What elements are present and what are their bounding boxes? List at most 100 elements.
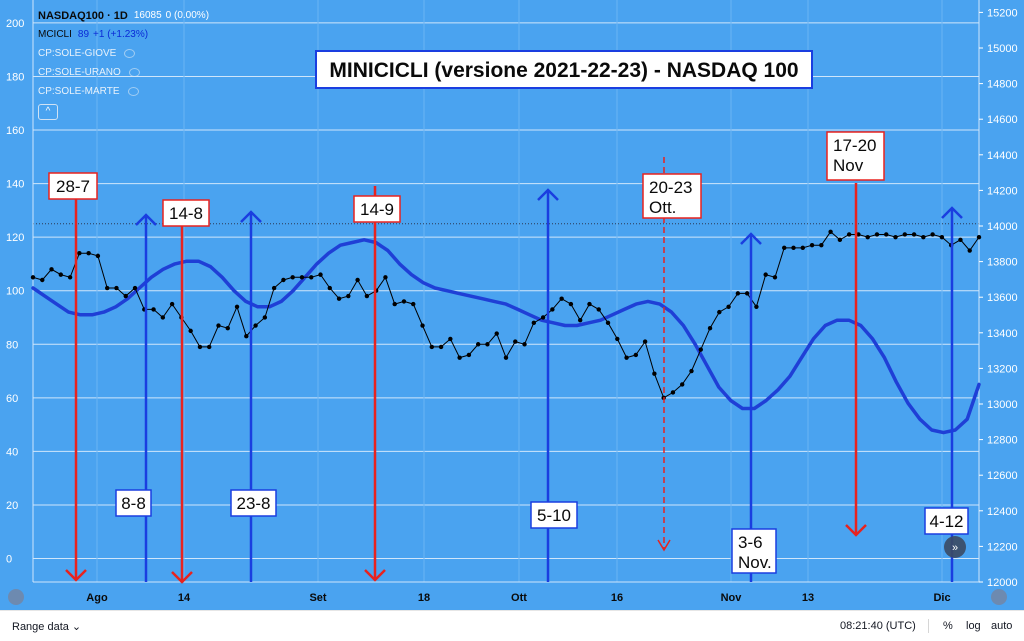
nasdaq-data-point (577, 317, 583, 323)
annotation-label-text: Ott. (649, 198, 676, 217)
nasdaq-data-point (475, 342, 481, 347)
x-axis-tick-label: 18 (418, 592, 430, 604)
nasdaq-data-point (791, 245, 796, 251)
nasdaq-data-point (160, 315, 166, 320)
left-axis-tick-label: 20 (6, 500, 18, 512)
annotation-label-text: Nov. (738, 553, 772, 572)
change-value: 0 (0.00%) (165, 10, 210, 21)
nasdaq-data-point (77, 251, 82, 256)
legend-overlay-row[interactable]: CP:SOLE-URANO (38, 63, 209, 82)
nasdaq-data-point (58, 272, 64, 277)
annotation-label-text: 20-23 (649, 178, 692, 197)
nasdaq-data-point (921, 234, 926, 240)
left-axis-tick-label: 0 (6, 554, 12, 566)
legend-symbol-row[interactable]: NASDAQ100 · 1D 16085 0 (0.00%) (38, 6, 209, 25)
annotation-arrowhead (364, 569, 386, 582)
chart-plot: 0 20 40 60 80 100 120 140 160 180 200 Ago 14 Set 18 Ott… (0, 0, 1024, 610)
annotation-label-text: 17-20 (833, 136, 876, 155)
percent-toggle[interactable]: % (943, 620, 953, 632)
collapse-legend-button[interactable]: ^ (38, 104, 58, 120)
axes: 0 20 40 60 80 100 120 140 160 180 200 Ago 14 Set 18 Ott… (6, 0, 1018, 604)
nasdaq-data-point (457, 355, 462, 360)
nasdaq-data-point (355, 277, 360, 283)
nasdaq-data-point (244, 334, 249, 339)
nasdaq-data-point (782, 245, 787, 251)
nasdaq-data-point (318, 272, 323, 277)
x-axis-tick-label: Dic (933, 592, 950, 604)
right-axis-tick-label: 14800 (987, 79, 1018, 91)
nasdaq-data-point (939, 234, 945, 240)
annotation-label-text: 3-6 (738, 533, 763, 552)
scroll-right-icon (944, 536, 966, 558)
nasdaq-data-point (819, 242, 824, 248)
right-axis-tick-label: 12600 (987, 470, 1018, 482)
nasdaq-data-point (596, 307, 601, 312)
annotation-arrowhead (135, 213, 157, 226)
nasdaq-data-point (225, 325, 230, 331)
nasdaq-data-point (309, 275, 314, 280)
left-axis-tick-label: 100 (6, 286, 24, 298)
indicator-change: +1 (+1.23%) (93, 29, 149, 40)
nasdaq-data-point (605, 320, 611, 326)
nasdaq-data-point (123, 293, 128, 299)
nasdaq-data-point (800, 245, 805, 251)
chart-title: MINICICLI (versione 2021-22-23) - NASDAQ… (329, 59, 798, 82)
nasdaq-data-point (568, 301, 574, 307)
nasdaq-data-point (540, 315, 546, 320)
nasdaq-data-point (652, 371, 657, 376)
eye-icon[interactable] (124, 49, 136, 58)
nasdaq-data-point (763, 272, 768, 277)
x-axis-tick-label: Ago (86, 592, 108, 604)
legend: NASDAQ100 · 1D 16085 0 (0.00%) MCICLI 89… (38, 6, 209, 120)
nasdaq-data-point (169, 301, 175, 307)
legend-overlay-row[interactable]: CP:SOLE-GIOVE (38, 44, 209, 63)
nasdaq-data-point (420, 323, 425, 328)
nasdaq-data-point (438, 344, 444, 350)
x-axis-tick-label: Set (309, 592, 326, 604)
ui-layer: » (8, 536, 1007, 605)
eye-icon[interactable] (128, 68, 140, 77)
nasdaq-data-point (587, 301, 592, 307)
nasdaq-data-point (253, 323, 258, 328)
annotation-label-box (924, 507, 969, 535)
nasdaq-data-point (615, 336, 620, 342)
nasdaq-data-point (429, 344, 435, 350)
x-axis-tick-label: 14 (178, 592, 191, 604)
nasdaq-data-point (503, 355, 509, 360)
nasdaq-data-point (151, 307, 156, 312)
nasdaq-data-point (383, 275, 388, 280)
nasdaq-data-point (846, 232, 852, 237)
eye-icon[interactable] (127, 87, 139, 96)
auto-toggle[interactable]: auto (991, 620, 1013, 632)
right-axis-tick-label: 14600 (987, 114, 1018, 126)
x-axis-tick-label: 13 (802, 592, 814, 604)
last-value: 16085 (133, 10, 162, 21)
nasdaq-data-point (698, 347, 703, 352)
nasdaq-data-point (485, 342, 490, 347)
annotation-arrowhead (845, 524, 867, 537)
nasdaq-data-point (874, 232, 880, 237)
log-toggle[interactable]: log (966, 620, 981, 632)
indicator-value: 89 (77, 29, 90, 40)
annotation-label-box (826, 131, 885, 181)
settings-icon-left (8, 589, 24, 605)
annotation-arrowhead (740, 232, 762, 245)
annotation-label-text: 14-8 (169, 204, 203, 223)
nasdaq-data-point (772, 275, 778, 280)
annotation-arrowhead (240, 210, 262, 223)
nasdaq-data-point (104, 285, 110, 291)
right-axis-tick-label: 12000 (987, 577, 1018, 589)
nasdaq-data-point (550, 307, 555, 312)
right-axis-tick-label: 12400 (987, 506, 1018, 518)
left-axis-tick-label: 40 (6, 446, 18, 458)
left-axis-tick-label: 60 (6, 393, 18, 405)
nasdaq-data-point (448, 336, 453, 342)
nasdaq-data-point (735, 291, 741, 296)
annotation-arrowhead (941, 206, 963, 219)
right-axis-tick-label: 12200 (987, 541, 1018, 553)
nasdaq-data-point (670, 390, 676, 395)
annotation-label-text: 4-12 (929, 512, 963, 531)
legend-indicator-row[interactable]: MCICLI 89 +1 (+1.23%) (38, 25, 209, 44)
range-data-button[interactable]: Range data ⌄ (12, 621, 82, 633)
legend-overlay-row[interactable]: CP:SOLE-MARTE (38, 82, 209, 101)
